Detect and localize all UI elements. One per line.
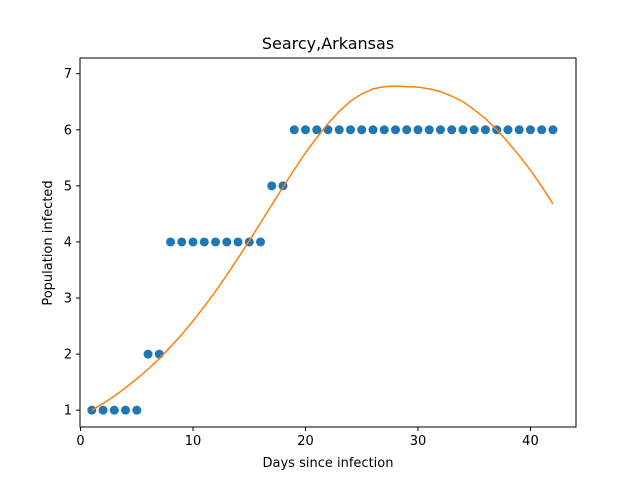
- x-axis-ticks: 0 10 20 30 40: [76, 427, 539, 449]
- data-point: [233, 237, 243, 247]
- x-tick-label: 20: [297, 434, 314, 449]
- y-tick-label: 4: [64, 235, 72, 250]
- x-tick-label: 10: [185, 434, 202, 449]
- data-point: [525, 125, 535, 135]
- data-point: [334, 125, 344, 135]
- data-point: [154, 349, 164, 359]
- data-point: [132, 405, 142, 415]
- x-tick-label: 40: [522, 434, 539, 449]
- data-point: [368, 125, 378, 135]
- axes-frame: [79, 57, 577, 428]
- data-point: [458, 125, 468, 135]
- data-point: [402, 125, 412, 135]
- data-point: [413, 125, 423, 135]
- y-tick-label: 2: [64, 348, 72, 363]
- data-point: [357, 125, 367, 135]
- data-point: [390, 125, 400, 135]
- data-point: [312, 125, 322, 135]
- data-point: [188, 237, 198, 247]
- data-point: [267, 181, 277, 191]
- fit-line: [91, 85, 554, 411]
- x-tick-label: 30: [410, 434, 427, 449]
- data-point: [514, 125, 524, 135]
- data-point: [177, 237, 187, 247]
- plot-area: [79, 57, 577, 428]
- x-tick-label: 0: [76, 434, 84, 449]
- x-axis-label: Days since infection: [263, 456, 394, 471]
- y-tick-label: 6: [64, 123, 72, 138]
- data-point: [345, 125, 355, 135]
- data-point: [143, 349, 153, 359]
- data-point: [537, 125, 547, 135]
- y-axis-label: Population infected: [41, 180, 56, 305]
- data-point: [503, 125, 513, 135]
- data-point: [469, 125, 479, 135]
- data-point: [121, 405, 131, 415]
- data-point: [199, 237, 209, 247]
- data-point: [424, 125, 434, 135]
- y-tick-label: 1: [64, 404, 72, 419]
- data-point: [256, 237, 266, 247]
- data-point: [379, 125, 389, 135]
- y-tick-label: 5: [64, 179, 72, 194]
- data-point: [98, 405, 108, 415]
- data-point: [211, 237, 221, 247]
- data-point: [289, 125, 299, 135]
- y-axis-ticks: 1 2 3 4 5 6 7: [64, 67, 80, 419]
- y-tick-label: 7: [64, 67, 72, 82]
- data-point: [548, 125, 558, 135]
- data-point: [222, 237, 232, 247]
- data-point: [109, 405, 119, 415]
- data-point: [301, 125, 311, 135]
- data-point: [480, 125, 490, 135]
- y-tick-label: 3: [64, 292, 72, 307]
- chart-title: Searcy,Arkansas: [262, 34, 394, 53]
- data-point: [447, 125, 457, 135]
- data-point: [435, 125, 445, 135]
- data-point: [166, 237, 176, 247]
